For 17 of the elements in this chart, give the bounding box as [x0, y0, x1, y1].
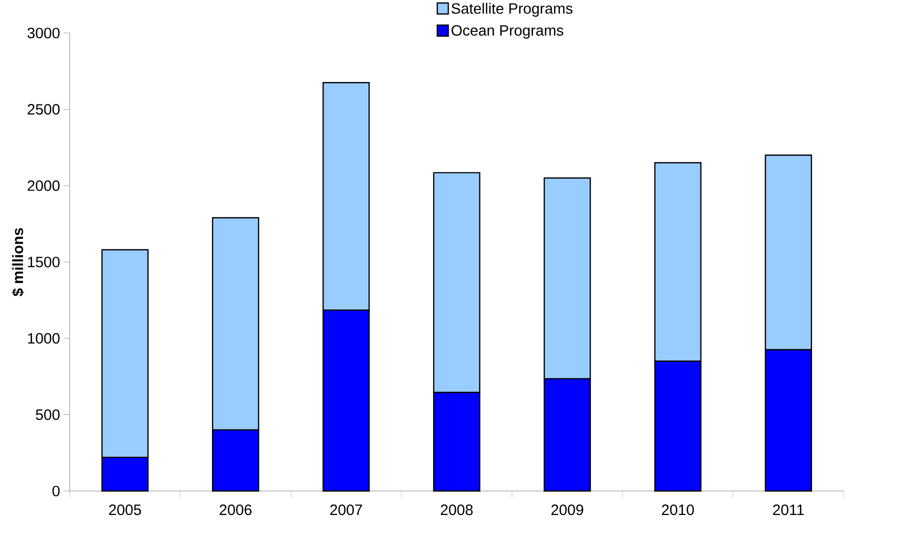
x-tick-label: 2009: [551, 504, 584, 516]
y-tick-label: 3000: [28, 28, 60, 38]
y-tick-label: 1500: [28, 256, 60, 268]
x-tick-label: 2010: [662, 504, 694, 516]
y-axis-title: $ millions: [12, 228, 24, 296]
y-tick-label: 1000: [28, 333, 60, 344]
x-tick-label: 2007: [330, 504, 362, 516]
x-tick-label: 2005: [109, 504, 141, 516]
x-tick-label: 2011: [773, 504, 804, 516]
legend-label: Satellite Programs: [452, 2, 572, 17]
y-tick-label: 2000: [28, 180, 60, 191]
y-tick-label: 0: [52, 486, 60, 496]
y-tick-label: 500: [36, 409, 60, 420]
x-tick-label: 2006: [220, 504, 252, 516]
x-tick-label: 2008: [440, 504, 473, 516]
legend-label: Ocean Programs: [452, 25, 564, 39]
y-tick-label: 2500: [28, 104, 60, 115]
